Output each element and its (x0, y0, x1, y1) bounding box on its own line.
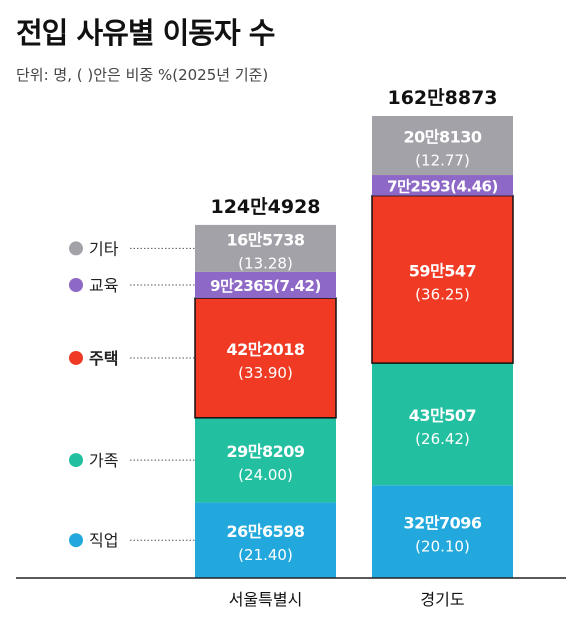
segment-share-label: (24.00) (238, 466, 293, 484)
bar-segment-2-1 (195, 417, 336, 503)
bar-segment-5-1 (195, 224, 336, 272)
segment-share-label: (20.10) (415, 538, 470, 556)
bar-segment-3-1 (194, 297, 337, 419)
segment-share-label: (13.28) (238, 254, 293, 272)
bar-segment-3-2 (371, 194, 514, 364)
segment-share-label: (12.77) (415, 152, 470, 170)
bar-segment-1-1 (195, 502, 336, 578)
x-axis-tick-label: 경기도 (420, 590, 464, 609)
legend-label: 기타 (89, 239, 119, 258)
bar-segment-5-2 (372, 116, 513, 176)
segment-share-label: (21.40) (238, 546, 293, 564)
legend-label: 교육 (89, 276, 118, 295)
legend-marker (69, 453, 83, 468)
bar-total-label: 124만4928 (210, 196, 320, 218)
x-axis-labels: 서울특별시 경기도 (229, 590, 465, 609)
legend-label: 가족 (89, 451, 118, 470)
legend: 직업 가족 주택 교육 기타 (69, 239, 195, 550)
bar-segment-1-2 (372, 485, 513, 578)
segment-label: 7만2593(4.46) (387, 177, 498, 195)
legend-label: 직업 (89, 531, 118, 550)
legend-label: 주택 (89, 349, 118, 368)
bar-segment-2-2 (372, 363, 513, 486)
legend-marker (69, 241, 83, 256)
chart-subtitle: 단위: 명, ( )안은 비중 %(2025년 기준) (16, 66, 269, 84)
segment-value-label: 43만507 (409, 406, 476, 425)
legend-marker (69, 350, 83, 365)
legend-marker (69, 278, 83, 293)
segment-value-label: 16만5738 (226, 230, 304, 249)
segment-value-label: 42만2018 (226, 340, 304, 359)
bars-layer: 26만6598 (21.40) 29만8209 (24.00) 42만2018 (33.9… (194, 87, 514, 578)
segment-share-label: (33.90) (238, 364, 293, 382)
segment-value-label: 20만8130 (403, 128, 481, 147)
segment-value-label: 59만547 (409, 261, 476, 280)
legend-marker (69, 533, 83, 548)
bar-segment-4-2 (372, 175, 513, 196)
bar-segment-4-1 (195, 271, 336, 299)
segment-value-label: 32만7096 (403, 514, 481, 533)
segment-label: 9만2365(7.42) (210, 277, 321, 295)
segment-value-label: 26만6598 (226, 522, 304, 541)
segment-value-label: 29만8209 (226, 442, 304, 461)
x-axis-tick-label: 서울특별시 (229, 590, 303, 609)
segment-share-label: (26.42) (415, 430, 470, 448)
segment-share-label: (36.25) (415, 285, 470, 303)
chart-title: 전입 사유별 이동자 수 (16, 16, 275, 50)
bar-total-label: 162만8873 (387, 87, 497, 109)
